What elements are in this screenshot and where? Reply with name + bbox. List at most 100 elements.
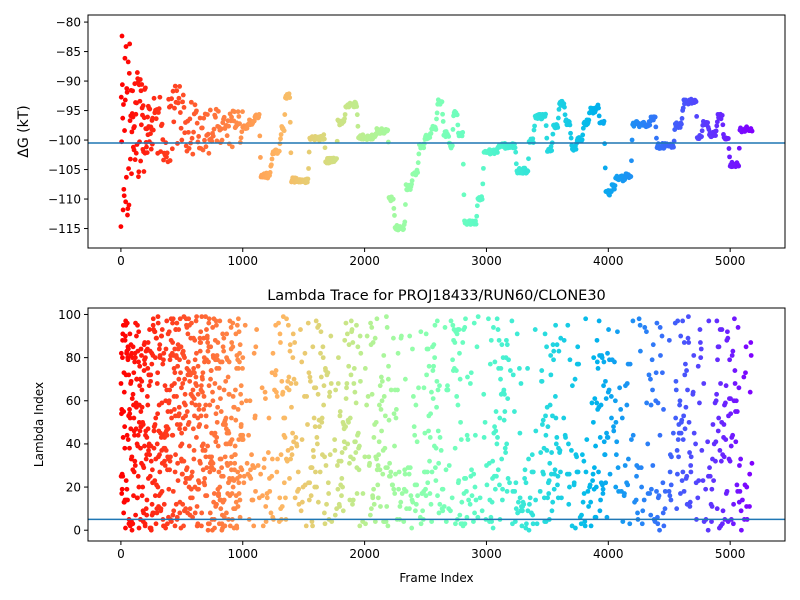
lambda-point [497, 482, 502, 488]
lambda-point [533, 497, 539, 503]
lambda-point [590, 471, 596, 477]
lambda-point [540, 417, 546, 423]
dg-point [460, 161, 466, 167]
dg-point [629, 137, 635, 143]
lambda-point [685, 335, 691, 341]
dg-point [568, 135, 574, 141]
lambda-point [156, 346, 162, 352]
lambda-point [152, 422, 158, 427]
lambda-point [434, 318, 440, 324]
lambda-point [320, 355, 326, 361]
lambda-point [715, 357, 720, 363]
dg-point [705, 120, 711, 125]
lambda-point [175, 478, 181, 483]
lambda-point [507, 368, 513, 373]
lambda-point [402, 471, 408, 477]
lambda-point [567, 484, 572, 490]
dg-point [122, 128, 127, 133]
lambda-point [709, 519, 714, 524]
lambda-point [174, 320, 180, 326]
dg-point [580, 132, 586, 138]
lambda-point [143, 456, 149, 462]
lambda-point [655, 400, 661, 406]
lambda-point [682, 372, 688, 378]
lambda-point [411, 424, 417, 430]
dg-point [232, 109, 237, 115]
lambda-point [639, 521, 645, 527]
dg-point [409, 178, 415, 184]
lambda-point [318, 350, 323, 356]
dg-point [181, 105, 187, 110]
lambda-point [714, 506, 720, 512]
lambda-point [138, 445, 143, 451]
dg-point [568, 130, 573, 136]
lambda-point [561, 415, 567, 421]
lambda-point [402, 467, 408, 473]
lambda-point [251, 350, 257, 356]
dg-point [713, 133, 718, 138]
lambda-point [432, 355, 438, 361]
lambda-point [566, 501, 572, 507]
dg-point [401, 226, 406, 232]
lambda-point [182, 376, 188, 382]
lambda-point [148, 372, 154, 378]
y-tick-label: −85 [56, 45, 81, 59]
lambda-point [427, 458, 432, 464]
dg-point [433, 127, 439, 132]
lambda-point [423, 493, 429, 499]
lambda-point [309, 465, 315, 471]
lambda-point [393, 415, 399, 421]
lambda-point [229, 437, 235, 443]
dg-point [190, 151, 196, 157]
lambda-point [548, 353, 554, 358]
lambda-point [347, 497, 353, 503]
lambda-point [318, 329, 324, 335]
lambda-point [723, 437, 729, 443]
lambda-point [317, 469, 323, 475]
lambda-point [626, 456, 631, 462]
dg-point [127, 41, 133, 47]
lambda-point [540, 422, 545, 427]
lambda-point [149, 467, 155, 473]
lambda-point [173, 501, 179, 507]
lambda-point [517, 366, 522, 371]
dg-point [652, 114, 658, 120]
lambda-point [475, 314, 481, 320]
lambda-point [125, 497, 130, 503]
lambda-point [415, 493, 420, 499]
y-tick-label: 0 [73, 524, 81, 538]
lambda-point [205, 340, 211, 345]
lambda-point [412, 432, 418, 438]
lambda-point [167, 357, 173, 363]
lambda-point [205, 348, 211, 354]
dg-point [177, 84, 183, 89]
lambda-point [650, 342, 656, 348]
lambda-point [123, 478, 129, 483]
dg-point [174, 88, 180, 94]
lambda-point [185, 359, 191, 365]
lambda-point [492, 424, 497, 430]
lambda-point [278, 340, 283, 345]
lambda-point [292, 495, 298, 501]
lambda-point [200, 441, 206, 447]
lambda-point [650, 387, 655, 393]
lambda-point [522, 467, 528, 473]
lambda-point [180, 501, 186, 507]
dg-point [373, 132, 379, 138]
lambda-point [204, 465, 210, 471]
dg-point [694, 114, 700, 119]
lambda-point [604, 514, 610, 520]
lambda-point [414, 439, 420, 445]
dg-point [229, 144, 235, 150]
lambda-point [122, 337, 128, 343]
lambda-point [539, 368, 545, 373]
lambda-point [202, 482, 208, 488]
lambda-point [495, 327, 501, 332]
lambda-point [305, 320, 311, 326]
lambda-point [687, 499, 693, 505]
dg-point [269, 156, 275, 162]
lambda-point [133, 426, 139, 432]
lambda-point [157, 452, 162, 458]
lambda-point [582, 523, 588, 529]
lambda-point [659, 333, 665, 339]
